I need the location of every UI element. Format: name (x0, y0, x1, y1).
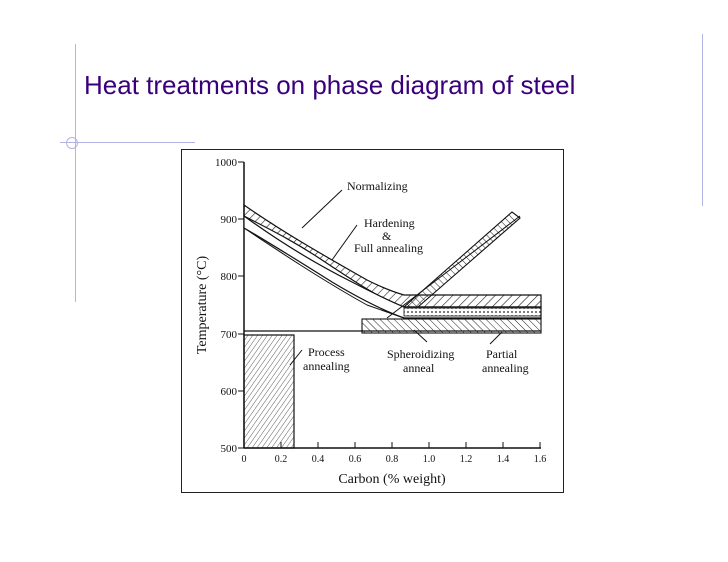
label-normalizing: Normalizing (347, 179, 408, 193)
y-axis-title: Temperature (°C) (195, 256, 210, 355)
x-tick-label: 1.2 (460, 454, 473, 465)
label-full-annealing: Full annealing (354, 241, 423, 255)
dotted-strip (403, 307, 542, 317)
x-tick-label: 0 (242, 454, 247, 465)
normalizing-region (243, 203, 542, 308)
label-hardening: Hardening (364, 216, 415, 230)
acm-line (386, 215, 521, 319)
x-tick-label: 0.4 (312, 454, 325, 465)
y-tick-label: 500 (221, 443, 238, 455)
decorative-left-line (75, 44, 76, 302)
x-tick-label: 1.4 (497, 454, 510, 465)
leader-lines (289, 189, 503, 366)
x-tick-label: 0.2 (275, 454, 288, 465)
decorative-right-line (702, 34, 703, 206)
acm-band (402, 211, 521, 308)
label-ampersand: & (382, 229, 392, 243)
y-tick-label: 600 (221, 386, 238, 398)
hardening-band-outline (243, 227, 405, 319)
x-tick-label: 1.6 (534, 454, 547, 465)
label-spheroidizing: Spheroidizing (387, 347, 454, 361)
y-tick-label: 800 (221, 271, 238, 283)
label-process: Process (308, 345, 345, 359)
label-partial: Partial (486, 347, 518, 361)
y-tick-label: 900 (221, 214, 238, 226)
label-partial-annealing: annealing (482, 361, 529, 375)
spheroidizing-region (361, 318, 542, 334)
x-tick-label: 1.0 (423, 454, 436, 465)
y-tick-label: 700 (221, 329, 238, 341)
label-process-annealing: annealing (303, 359, 350, 373)
x-tick-label: 0.8 (386, 454, 399, 465)
label-anneal: anneal (403, 361, 435, 375)
phase-diagram-figure: 1000 900 800 700 600 500 0 0.2 0.4 0.6 0… (181, 149, 564, 493)
x-tick-label: 0.6 (349, 454, 362, 465)
decorative-circle (66, 137, 78, 149)
x-axis-title: Carbon (% weight) (338, 472, 446, 487)
process-annealing-region (243, 334, 295, 449)
y-tick-label: 1000 (215, 157, 238, 169)
slide-title: Heat treatments on phase diagram of stee… (84, 70, 576, 100)
title-underline (60, 142, 195, 143)
phase-diagram-svg: 1000 900 800 700 600 500 0 0.2 0.4 0.6 0… (195, 157, 547, 487)
y-ticks (238, 161, 244, 449)
